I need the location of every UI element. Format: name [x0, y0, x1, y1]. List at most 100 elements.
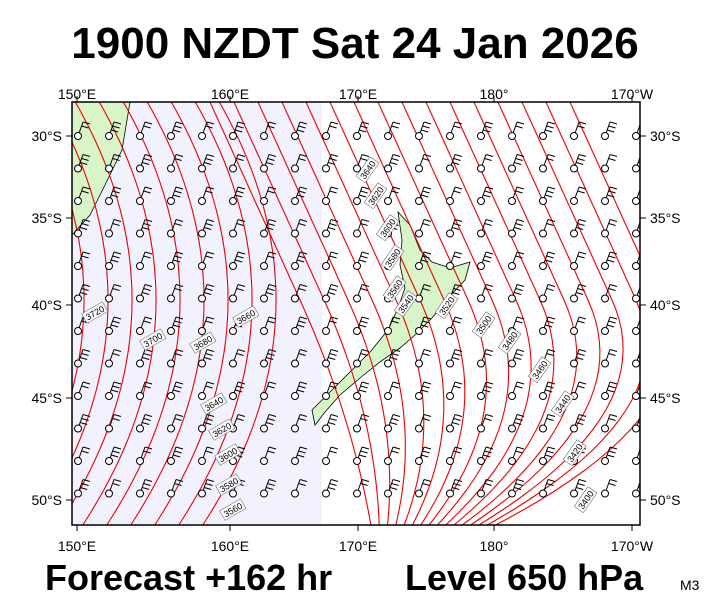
barb-flag	[204, 162, 212, 165]
wind-barb	[198, 121, 215, 140]
barb-station	[415, 197, 423, 205]
barb-flag	[421, 259, 429, 263]
barb-flag	[329, 288, 337, 291]
barb-flag	[391, 320, 399, 324]
barb-flag	[237, 121, 246, 125]
barb-flag	[360, 320, 368, 324]
barb-flag	[392, 154, 401, 157]
barb-flag	[112, 288, 120, 291]
barb-station	[446, 359, 454, 368]
barb-flag	[206, 349, 215, 352]
barb-station	[167, 164, 175, 173]
barb-flag	[576, 292, 584, 295]
wind-barb	[353, 414, 370, 433]
lon-label-bottom: 150°E	[58, 538, 96, 554]
wind-barb	[601, 186, 618, 205]
barb-flag	[112, 125, 120, 129]
barb-station	[353, 294, 361, 303]
wind-barb	[198, 284, 215, 303]
barb-station	[415, 327, 423, 335]
barb-station	[539, 132, 547, 140]
barb-flag	[236, 385, 244, 389]
wind-barb	[322, 121, 339, 140]
barb-flag	[609, 121, 618, 125]
barb-station	[229, 327, 237, 335]
barb-flag	[547, 414, 556, 417]
barb-flag	[206, 381, 215, 385]
barb-station	[322, 359, 330, 368]
barb-station	[136, 392, 144, 400]
barb-flag	[516, 121, 525, 125]
barb-flag	[360, 385, 368, 389]
barb-flag	[516, 219, 525, 222]
wind-barb	[415, 316, 432, 335]
barb-station	[446, 229, 454, 238]
lon-label-top: 170°W	[611, 86, 654, 102]
lon-label-top: 160°E	[211, 86, 249, 102]
barb-flag	[546, 190, 554, 194]
wind-barb	[601, 349, 618, 368]
barb-flag	[144, 381, 153, 385]
wind-barb	[508, 219, 525, 238]
wind-barb	[570, 284, 587, 303]
barb-station	[477, 359, 485, 368]
barb-flag	[484, 288, 492, 291]
barb-station	[415, 359, 423, 368]
lon-label-top: 150°E	[58, 86, 96, 102]
barb-station	[539, 294, 547, 303]
wind-barb	[384, 381, 401, 400]
barb-flag	[81, 223, 89, 226]
wind-barb	[601, 154, 618, 173]
barb-station	[570, 229, 578, 238]
barb-flag	[609, 219, 618, 222]
barb-station	[539, 489, 547, 498]
barb-flag	[576, 227, 584, 230]
barb-station	[105, 132, 113, 140]
wind-barb	[570, 186, 587, 205]
barb-flag	[173, 389, 181, 393]
wind-barb	[601, 446, 618, 465]
barb-flag	[423, 479, 432, 482]
label-box	[573, 486, 598, 514]
barb-station	[446, 164, 454, 173]
barb-station	[384, 197, 392, 205]
barb-flag	[360, 450, 368, 454]
barb-flag	[81, 450, 89, 454]
wind-barb	[446, 219, 463, 238]
barb-flag	[206, 316, 215, 320]
barb-flag	[485, 251, 494, 255]
barb-flag	[360, 190, 368, 194]
barb-flag	[453, 125, 461, 129]
contour-line	[202, 102, 277, 525]
barb-station	[291, 424, 299, 433]
barb-flag	[515, 450, 523, 454]
barb-station	[229, 294, 237, 303]
barb-flag	[235, 259, 243, 263]
barb-flag	[299, 186, 308, 190]
barb-flag	[112, 190, 120, 194]
barb-flag	[361, 251, 370, 255]
barb-station	[570, 164, 578, 173]
barb-station	[508, 262, 516, 270]
barb-station	[632, 164, 640, 173]
contour-line	[425, 102, 532, 525]
barb-flag	[578, 154, 587, 157]
barb-flag	[577, 483, 585, 486]
barb-station	[136, 132, 144, 140]
barb-flag	[175, 479, 184, 482]
barb-flag	[113, 219, 122, 222]
barb-station	[477, 294, 485, 303]
lon-label-bottom: 170°W	[611, 538, 654, 554]
barb-flag	[422, 450, 430, 454]
wind-barb	[477, 381, 494, 400]
barb-flag	[268, 446, 277, 450]
barb-station	[105, 327, 113, 335]
wind-barb	[291, 381, 308, 400]
barb-flag	[452, 162, 460, 165]
barb-station	[198, 262, 206, 270]
barb-flag	[206, 154, 215, 157]
barb-flag	[454, 121, 463, 125]
forecast-label: Forecast +162 hr	[45, 557, 332, 598]
barb-flag	[175, 349, 184, 352]
wind-barb	[105, 121, 122, 140]
